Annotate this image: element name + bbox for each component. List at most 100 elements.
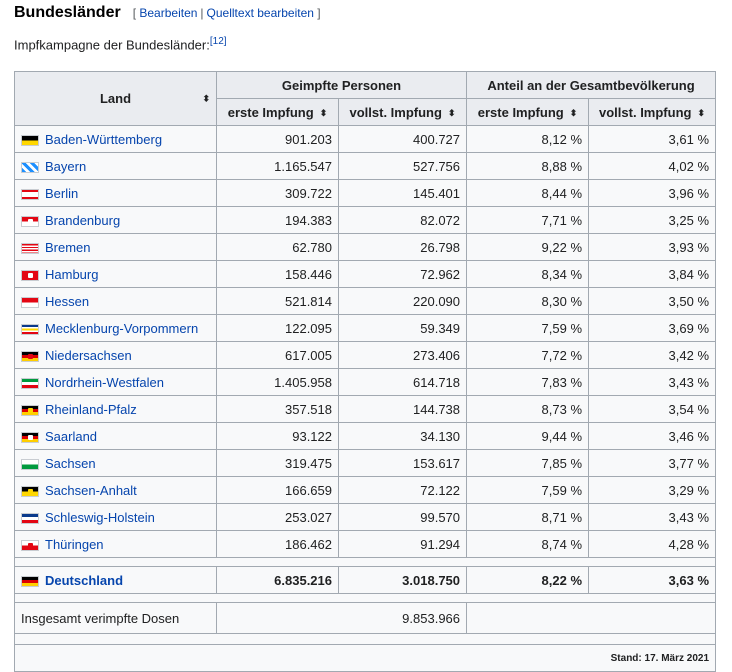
table-row: Schleswig-Holstein 253.027 99.570 8,71 % 3,4… [14,503,717,531]
vollst-impfung-cell: 59.349 [337,314,468,342]
flag-icon [21,377,39,389]
sort-icon[interactable]: ⬍ [447,107,456,118]
flag-icon [21,242,39,254]
vollst-impfung-cell: 400.727 [337,125,468,153]
header-vollst-impfung-pct[interactable]: vollst. Impfung ⬍ [588,98,717,126]
total-row: Deutschland 6.835.216 3.018.750 8,22 % 3… [14,566,717,594]
erste-pct-cell: 9,22 % [466,233,590,261]
table-row: Saarland 93.122 34.130 9,44 % 3,46 % [14,422,717,450]
section-title: Bundesländer [14,4,121,21]
erste-pct-cell: 9,44 % [466,422,590,450]
header-vollst-impfung[interactable]: vollst. Impfung ⬍ [337,98,468,126]
erste-pct-cell: 7,83 % [466,368,590,396]
flag-icon [21,512,39,524]
land-link[interactable]: Thüringen [45,536,104,552]
erste-impfung-cell: 158.446 [216,260,339,288]
land-link[interactable]: Schleswig-Holstein [45,509,155,525]
sort-icon[interactable]: ⬍ [697,107,706,118]
reference-link[interactable]: [12] [209,36,227,47]
vollst-impfung-cell: 614.718 [337,368,468,396]
erste-pct-cell: 8,71 % [466,503,590,531]
blank-cell [13,633,717,645]
land-link[interactable]: Baden-Württemberg [45,131,163,147]
flag-icon [21,161,39,173]
table-row: Mecklenburg-Vorpommern 122.095 59.349 7,59 … [14,314,717,342]
header-label: vollst. Impfung [349,104,442,120]
land-link[interactable]: Rheinland-Pfalz [45,401,137,417]
edit-open-bracket: [ [132,6,137,20]
edit-separator: | [200,6,204,20]
land-link[interactable]: Brandenburg [45,212,121,228]
flag-icon [21,539,39,551]
vollst-pct-cell: 3,61 % [588,125,717,153]
sort-icon[interactable]: ⬍ [319,107,328,118]
table-row: Bremen 62.780 26.798 9,22 % 3,93 % [14,233,717,261]
table-row: Niedersachsen 617.005 273.406 7,72 % 3,42 % [14,341,717,369]
erste-impfung-cell: 1.165.547 [216,152,339,180]
land-link[interactable]: Sachsen-Anhalt [45,482,137,498]
erste-pct-cell: 7,72 % [466,341,590,369]
land-link[interactable]: Bayern [45,158,87,174]
erste-pct-cell: 8,73 % [466,395,590,423]
land-link[interactable]: Saarland [45,428,98,444]
land-link[interactable]: Sachsen [45,455,96,471]
vollst-impfung-cell: 144.738 [337,395,468,423]
header-label: erste Impfung [477,104,564,120]
flag-icon [21,404,39,416]
erste-impfung-cell: 62.780 [216,233,339,261]
erste-impfung-cell: 166.659 [216,476,339,504]
erste-pct-cell: 8,88 % [466,152,590,180]
flag-icon [21,215,39,227]
land-cell: Baden-Württemberg [14,125,217,153]
flag-icon [21,458,39,470]
vollst-pct-cell: 3,25 % [588,206,717,234]
land-link[interactable]: Hessen [45,293,90,309]
flag-emblem [28,191,33,197]
header-erste-impfung[interactable]: erste Impfung ⬍ [216,98,339,126]
land-cell: Brandenburg [14,206,217,234]
intro-label: Impfkampagne der Bundesländer: [14,37,210,53]
erste-pct-cell: 7,59 % [466,476,590,504]
total-erste: 6.835.216 [216,566,339,594]
vollst-impfung-cell: 82.072 [337,206,468,234]
header-land[interactable]: Land ⬍ [14,71,217,126]
land-link[interactable]: Mecklenburg-Vorpommern [45,320,199,336]
land-link[interactable]: Bremen [45,239,91,255]
land-link[interactable]: Berlin [45,185,79,201]
erste-impfung-cell: 617.005 [216,341,339,369]
erste-impfung-cell: 357.518 [216,395,339,423]
sort-icon[interactable]: ⬍ [202,93,210,103]
flag-icon [21,575,39,587]
vollst-pct-cell: 3,46 % [588,422,717,450]
vollst-pct-cell: 4,28 % [588,530,717,558]
flag-emblem [28,434,33,440]
table-row: Sachsen 319.475 153.617 7,85 % 3,77 % [14,449,717,477]
vollst-impfung-cell: 72.962 [337,260,468,288]
total-vollst-pct: 3,63 % [588,566,717,594]
spacer-cell [13,557,717,567]
header-geimpfte-personen: Geimpfte Personen [215,71,468,99]
erste-impfung-cell: 521.814 [216,287,339,315]
edit-link[interactable]: Bearbeiten [139,6,198,20]
source-edit-link[interactable]: Quelltext bearbeiten [206,6,314,20]
flag-emblem [28,353,33,359]
erste-pct-cell: 8,12 % [466,125,590,153]
flag-icon [21,485,39,497]
erste-impfung-cell: 319.475 [216,449,339,477]
flag-icon [21,431,39,443]
land-link[interactable]: Niedersachsen [45,347,132,363]
erste-pct-cell: 7,59 % [466,314,590,342]
land-cell: Mecklenburg-Vorpommern [14,314,217,342]
header-label: erste Impfung [227,104,314,120]
vollst-pct-cell: 3,93 % [588,233,717,261]
total-land-link[interactable]: Deutschland [45,572,124,588]
flag-icon [21,350,39,362]
vollst-impfung-cell: 273.406 [337,341,468,369]
header-erste-impfung-pct[interactable]: erste Impfung ⬍ [466,98,590,126]
vollst-impfung-cell: 153.617 [337,449,468,477]
land-link[interactable]: Hamburg [45,266,99,282]
vollst-impfung-cell: 34.130 [337,422,468,450]
sort-icon[interactable]: ⬍ [569,107,578,118]
land-cell: Nordrhein-Westfalen [14,368,217,396]
land-link[interactable]: Nordrhein-Westfalen [45,374,164,390]
